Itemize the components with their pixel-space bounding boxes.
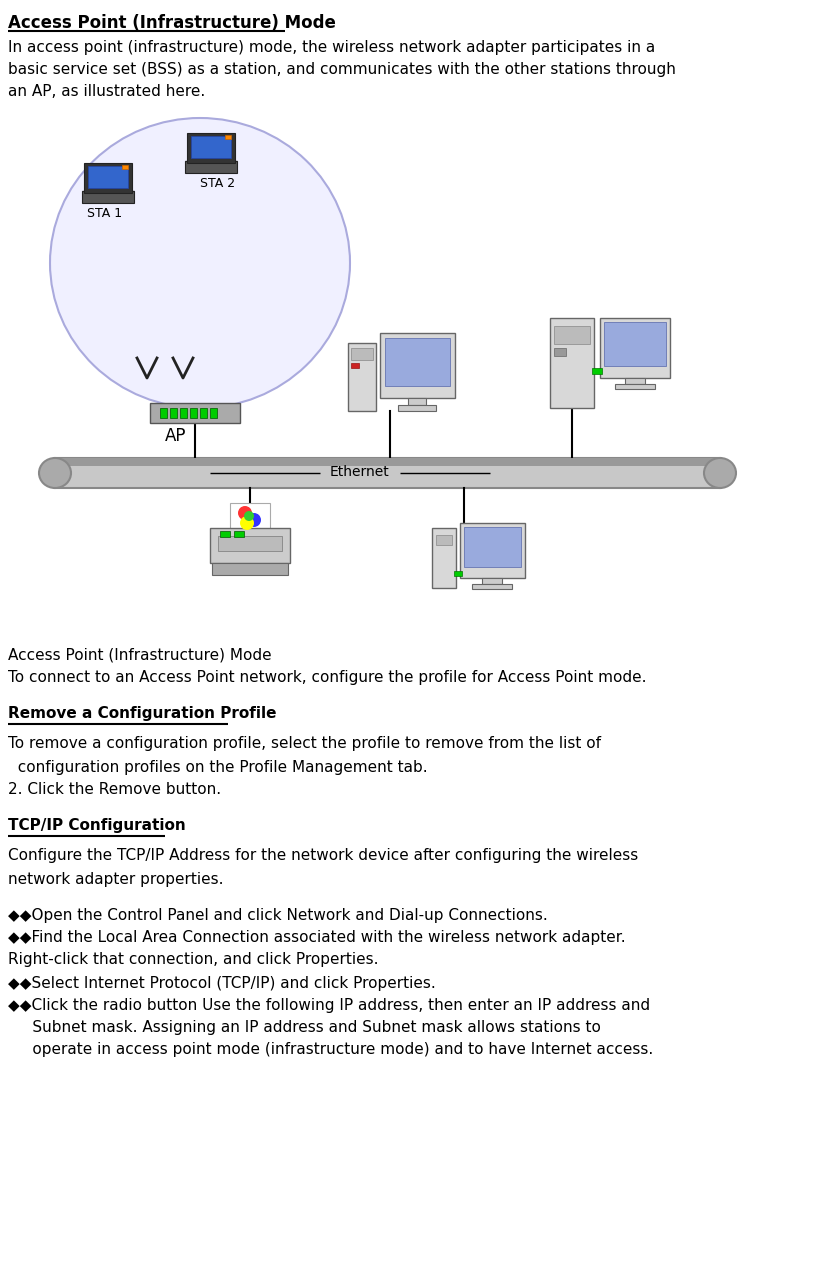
Bar: [351, 363, 359, 368]
Text: ◆◆Click the radio button Use the following IP address, then enter an IP address : ◆◆Click the radio button Use the followi…: [8, 999, 650, 1013]
Bar: [122, 165, 128, 169]
Bar: [190, 407, 197, 418]
Bar: [604, 322, 666, 366]
Bar: [225, 135, 231, 139]
Bar: [408, 398, 426, 405]
Text: Configure the TCP/IP Address for the network device after configuring the wirele: Configure the TCP/IP Address for the net…: [8, 848, 638, 863]
Bar: [385, 338, 450, 386]
Bar: [218, 536, 282, 550]
Text: ◆◆Find the Local Area Connection associated with the wireless network adapter.: ◆◆Find the Local Area Connection associa…: [8, 930, 626, 945]
Bar: [180, 407, 187, 418]
Text: an AP, as illustrated here.: an AP, as illustrated here.: [8, 84, 205, 100]
Bar: [600, 318, 670, 378]
Ellipse shape: [704, 458, 736, 488]
Bar: [160, 407, 167, 418]
Text: ◆◆Select Internet Protocol (TCP/IP) and click Properties.: ◆◆Select Internet Protocol (TCP/IP) and …: [8, 976, 436, 991]
Text: Subnet mask. Assigning an IP address and Subnet mask allows stations to: Subnet mask. Assigning an IP address and…: [8, 1020, 601, 1034]
Bar: [185, 161, 237, 172]
Bar: [88, 166, 128, 188]
Circle shape: [240, 516, 254, 530]
Text: Right-click that connection, and click Properties.: Right-click that connection, and click P…: [8, 951, 378, 967]
Text: TCP/IP Configuration: TCP/IP Configuration: [8, 819, 186, 833]
Text: 2. Click the Remove button.: 2. Click the Remove button.: [8, 782, 221, 797]
Bar: [351, 349, 373, 360]
Bar: [550, 318, 594, 407]
Bar: [82, 192, 134, 203]
Bar: [482, 578, 502, 584]
Circle shape: [244, 511, 254, 521]
Text: To connect to an Access Point network, configure the profile for Access Point mo: To connect to an Access Point network, c…: [8, 670, 646, 684]
Text: STA 2: STA 2: [200, 178, 235, 190]
Bar: [464, 527, 521, 567]
Bar: [210, 407, 217, 418]
Text: AP: AP: [165, 427, 187, 444]
Bar: [592, 368, 602, 374]
Bar: [230, 503, 270, 533]
Text: operate in access point mode (infrastructure mode) and to have Internet access.: operate in access point mode (infrastruc…: [8, 1042, 653, 1057]
Bar: [436, 535, 452, 545]
Text: basic service set (BSS) as a station, and communicates with the other stations t: basic service set (BSS) as a station, an…: [8, 63, 676, 77]
Text: Remove a Configuration Profile: Remove a Configuration Profile: [8, 706, 277, 722]
Ellipse shape: [50, 117, 350, 407]
Bar: [150, 404, 240, 423]
Ellipse shape: [39, 458, 71, 488]
Text: STA 1: STA 1: [87, 207, 122, 220]
Bar: [554, 326, 590, 344]
Bar: [432, 527, 456, 587]
Bar: [187, 133, 235, 163]
Bar: [348, 344, 376, 411]
Text: ◆◆Open the Control Panel and click Network and Dial-up Connections.: ◆◆Open the Control Panel and click Netwo…: [8, 908, 548, 923]
Text: Access Point (Infrastructure) Mode: Access Point (Infrastructure) Mode: [8, 14, 336, 32]
Bar: [84, 163, 132, 193]
Text: network adapter properties.: network adapter properties.: [8, 872, 223, 888]
Text: configuration profiles on the Profile Management tab.: configuration profiles on the Profile Ma…: [8, 760, 427, 775]
Bar: [200, 407, 207, 418]
Bar: [191, 135, 231, 158]
Text: To remove a configuration profile, select the profile to remove from the list of: To remove a configuration profile, selec…: [8, 736, 601, 751]
Circle shape: [247, 513, 261, 527]
Bar: [210, 527, 290, 563]
Bar: [454, 571, 462, 576]
Bar: [398, 405, 436, 411]
Bar: [554, 349, 566, 356]
Bar: [170, 407, 177, 418]
Bar: [212, 563, 288, 575]
Text: In access point (infrastructure) mode, the wireless network adapter participates: In access point (infrastructure) mode, t…: [8, 40, 656, 55]
Bar: [380, 333, 455, 398]
Bar: [220, 531, 230, 538]
Text: Access Point (Infrastructure) Mode: Access Point (Infrastructure) Mode: [8, 647, 272, 663]
Bar: [55, 458, 720, 488]
Bar: [460, 524, 525, 578]
Bar: [55, 458, 720, 466]
Bar: [472, 584, 512, 589]
Bar: [234, 531, 244, 538]
Bar: [625, 378, 645, 384]
Bar: [615, 384, 655, 389]
Text: Ethernet: Ethernet: [330, 465, 390, 479]
Circle shape: [238, 506, 252, 520]
